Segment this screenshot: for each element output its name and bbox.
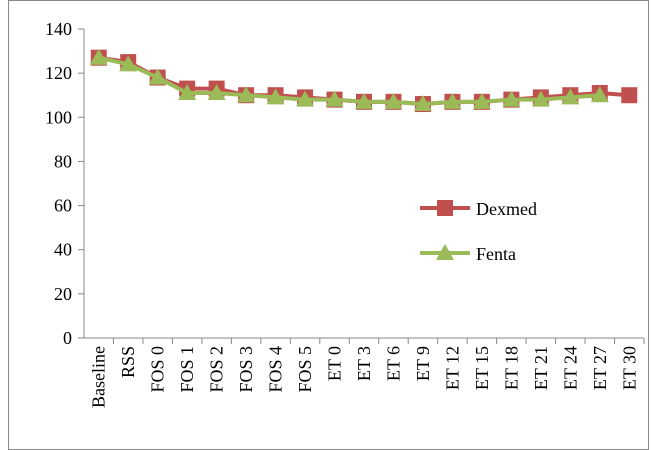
x-tick-label: ET 27 [590,346,610,390]
y-tick-label: 20 [54,284,72,304]
data-point [119,55,138,72]
data-point [443,92,462,109]
data-point [561,88,580,105]
x-tick-label: FOS 3 [236,346,256,393]
data-point [472,92,491,109]
x-tick-label: FOS 1 [177,346,197,393]
data-point [237,86,256,103]
y-tick-label: 80 [54,151,72,171]
data-point [148,68,167,85]
legend-label: Fenta [476,244,516,264]
x-tick-label: ET 3 [354,346,374,381]
y-tick-label: 100 [45,107,72,127]
x-tick-label: ET 12 [442,346,462,390]
x-tick-label: FOS 2 [207,346,227,393]
y-tick-label: 40 [54,240,72,260]
data-point [207,84,226,101]
data-point [296,90,315,107]
data-point [266,88,285,105]
legend-label: Dexmed [476,199,537,219]
data-point [413,95,432,112]
y-tick-label: 60 [54,196,72,216]
data-point [325,90,344,107]
data-point [621,87,638,104]
x-tick-label: ET 18 [501,346,521,390]
x-tick-label: FOS 4 [266,346,286,393]
y-tick-label: 120 [45,63,72,83]
legend-marker [436,244,454,260]
x-tick-label: ET 30 [619,346,639,390]
x-tick-label: FOS 0 [148,346,168,393]
x-tick-label: ET 21 [531,346,551,390]
data-point [502,90,521,107]
data-point [178,84,197,101]
x-tick-label: ET 9 [413,346,433,381]
data-point [590,86,609,103]
x-tick-label: ET 6 [383,346,403,381]
y-tick-label: 140 [45,19,72,39]
data-point [89,48,108,65]
x-tick-label: FOS 5 [295,346,315,393]
data-point [531,90,550,107]
data-point [384,92,403,109]
data-point [355,92,373,109]
legend-marker [437,200,453,216]
x-tick-label: ET 0 [325,346,345,381]
x-tick-label: RSS [118,346,138,378]
y-tick-label: 0 [63,328,72,348]
x-tick-label: Baseline [89,346,109,408]
x-tick-label: ET 15 [472,346,492,390]
x-tick-label: ET 24 [560,346,580,390]
